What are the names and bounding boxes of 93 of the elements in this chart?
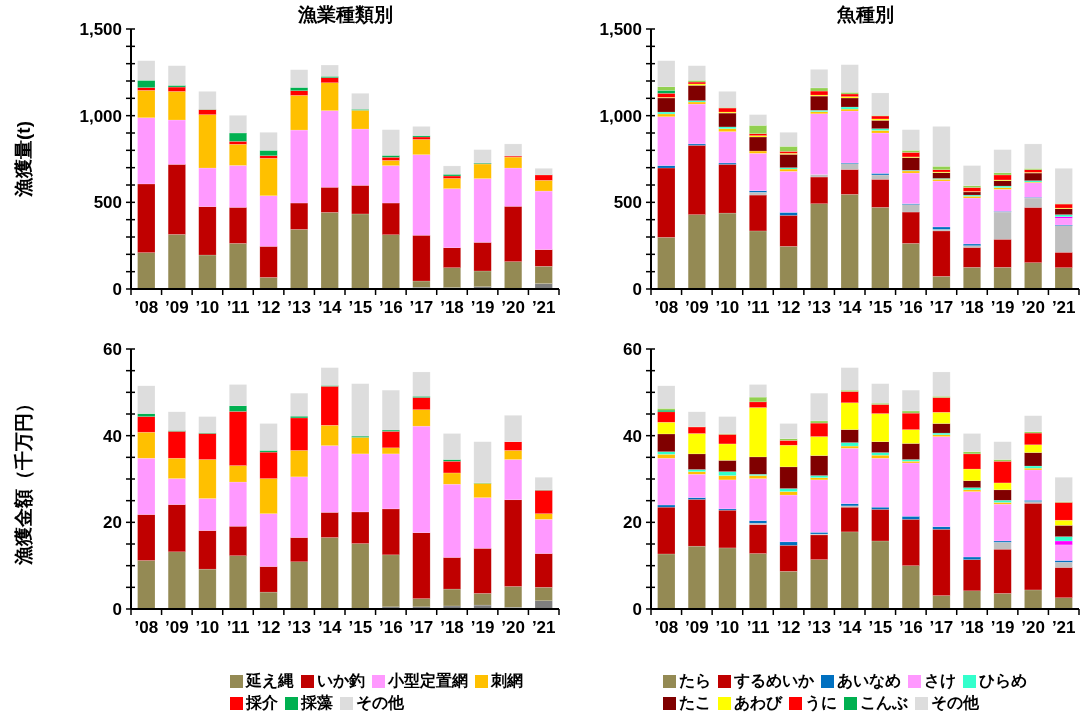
- legend-label: 小型定置網: [388, 671, 468, 691]
- y-tick-label: 20: [103, 513, 122, 533]
- legend-label: あいなめ: [837, 671, 901, 692]
- x-tick-label: ’18: [960, 298, 984, 317]
- legend-label: その他: [356, 693, 404, 713]
- x-tick-label: ’16: [379, 618, 403, 637]
- x-tick-label: ’09: [685, 618, 709, 637]
- x-tick-label: ’13: [287, 298, 311, 317]
- x-tick-label: ’14: [317, 618, 343, 637]
- x-tick-label: ’14: [837, 618, 863, 637]
- y-tick-label: 1,500: [599, 20, 642, 39]
- x-tick-label: ’10: [195, 618, 220, 637]
- x-tick-label: ’21: [1051, 298, 1076, 317]
- x-tick-label: ’10: [195, 298, 220, 317]
- x-tick-label: ’12: [776, 618, 801, 637]
- x-tick-label: ’16: [379, 298, 403, 317]
- x-tick-label: ’16: [899, 618, 923, 637]
- x-tick-label: ’20: [1021, 618, 1045, 637]
- y-tick-label: 60: [623, 340, 642, 359]
- x-tick-label: ’13: [807, 298, 831, 317]
- x-tick-label: ’11: [746, 618, 770, 637]
- y-axis-title: 漁獲金額（千万円）: [13, 393, 34, 566]
- x-tick-label: ’08: [134, 298, 159, 317]
- legend-label: うに: [805, 693, 837, 714]
- x-tick-label: ’09: [685, 298, 709, 317]
- legend-label: 採介: [246, 693, 278, 713]
- y-tick-label: 0: [632, 600, 642, 619]
- legend-label: 刺網: [491, 671, 523, 691]
- chart-title: 魚種別: [835, 4, 894, 25]
- x-tick-label: ’18: [960, 618, 984, 637]
- x-tick-label: ’13: [287, 618, 311, 637]
- y-tick-label: 500: [613, 193, 642, 213]
- x-tick-label: ’08: [134, 618, 159, 637]
- y-tick-label: 0: [112, 280, 122, 299]
- x-tick-label: ’14: [837, 298, 863, 317]
- x-tick-label: ’13: [807, 618, 831, 637]
- legend-label: いか釣: [317, 671, 365, 691]
- x-tick-label: ’17: [409, 618, 434, 637]
- y-axis-title: 漁獲量(t): [13, 121, 34, 198]
- x-tick-label: ’15: [868, 298, 893, 317]
- legend-label: 延え縄: [246, 671, 294, 691]
- x-tick-label: ’15: [348, 618, 373, 637]
- legend-label: その他: [931, 693, 979, 713]
- x-tick-label: ’18: [440, 298, 464, 317]
- x-tick-label: ’20: [501, 298, 525, 317]
- x-tick-label: ’11: [746, 298, 770, 317]
- legend-label: たら: [679, 671, 711, 691]
- x-tick-label: ’19: [990, 298, 1015, 317]
- y-tick-label: 0: [112, 600, 122, 619]
- x-tick-label: ’15: [348, 298, 373, 317]
- legend-label: あわび: [734, 693, 782, 713]
- x-tick-label: ’19: [990, 618, 1015, 637]
- legend-label: するめいか: [734, 671, 814, 691]
- x-tick-label: ’16: [899, 298, 923, 317]
- x-tick-label: ’19: [470, 298, 495, 317]
- y-tick-label: 40: [103, 426, 122, 446]
- x-tick-label: ’21: [531, 618, 556, 637]
- y-tick-label: 60: [103, 340, 122, 359]
- legend-label: さけ: [924, 671, 956, 691]
- x-tick-label: ’09: [165, 298, 189, 317]
- x-tick-label: ’21: [1051, 618, 1076, 637]
- y-tick-label: 500: [93, 193, 122, 213]
- x-tick-label: ’20: [1021, 298, 1045, 317]
- y-tick-label: 20: [623, 513, 642, 533]
- x-tick-label: ’10: [715, 618, 740, 637]
- x-tick-label: ’18: [440, 618, 464, 637]
- x-tick-label: ’08: [654, 298, 679, 317]
- x-tick-label: ’21: [531, 298, 556, 317]
- x-tick-label: ’20: [501, 618, 525, 637]
- y-tick-label: 0: [632, 280, 642, 299]
- legend-label: たこ: [679, 693, 711, 713]
- x-tick-label: ’10: [715, 298, 740, 317]
- legend-label: こんぶ: [860, 693, 908, 713]
- chart-title: 漁業種類別: [296, 4, 393, 25]
- x-tick-label: ’17: [929, 618, 954, 637]
- y-tick-label: 40: [623, 426, 642, 446]
- x-tick-label: ’09: [165, 618, 189, 637]
- legend-label: 採藻: [301, 693, 333, 713]
- x-tick-label: ’12: [256, 618, 281, 637]
- x-tick-label: ’12: [776, 298, 801, 317]
- x-tick-label: ’08: [654, 618, 679, 637]
- x-tick-label: ’15: [868, 618, 893, 637]
- x-tick-label: ’14: [317, 298, 343, 317]
- x-tick-label: ’19: [470, 618, 495, 637]
- x-tick-label: ’17: [409, 298, 434, 317]
- y-tick-label: 1,000: [599, 106, 642, 126]
- x-tick-label: ’12: [256, 298, 281, 317]
- x-tick-label: ’11: [226, 618, 250, 637]
- y-tick-label: 1,500: [79, 20, 122, 39]
- x-tick-label: ’11: [226, 298, 250, 317]
- x-tick-label: ’17: [929, 298, 954, 317]
- legend-label: ひらめ: [979, 671, 1027, 691]
- y-tick-label: 1,000: [79, 106, 122, 126]
